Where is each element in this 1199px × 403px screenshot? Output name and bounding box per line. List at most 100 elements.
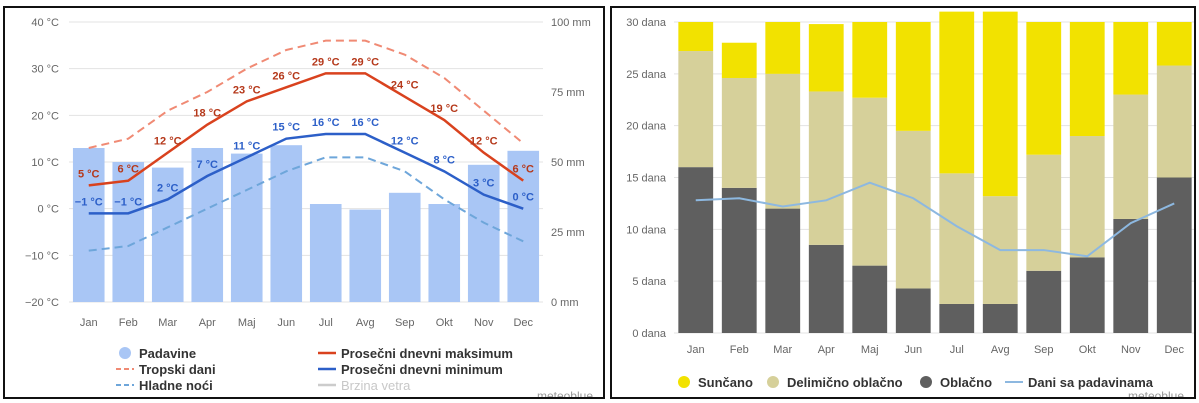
- sunny-bar: [721, 42, 757, 78]
- y-tick-label: 0 dana: [632, 328, 667, 340]
- y-right-tick-label: 0 mm: [551, 297, 579, 309]
- partly-cloudy-bar: [1156, 65, 1192, 178]
- max-temp-data-label: 6 °C: [512, 164, 534, 176]
- y-tick-label: 20 dana: [626, 121, 667, 133]
- max-temp-data-label: 12 °C: [154, 136, 182, 148]
- cloud-cover-chart-panel: 30 dana 25 dana 20 dana 15 dana 10 dana 5 dan…: [610, 6, 1196, 399]
- temperature-precipitation-chart-panel: 40 °C 30 °C 20 °C 10 °C 0 °C −10 °C −20 °C 100 …: [3, 6, 605, 399]
- sunny-bar: [1069, 22, 1105, 137]
- min-temp-data-label: 16 °C: [312, 117, 340, 129]
- max-temp-data-label: 6 °C: [117, 164, 139, 176]
- cold-nights-line: [88, 156, 524, 252]
- legend-sunny-marker: [678, 376, 690, 388]
- sunny-bar: [1026, 22, 1062, 155]
- legend-precip-days-label: Dani sa padavinama: [1028, 375, 1154, 390]
- x-month-label: Okt: [436, 317, 453, 329]
- precipitation-bar: [230, 153, 263, 302]
- max-temp-data-label: 5 °C: [78, 168, 100, 180]
- y-right-tick-label: 25 mm: [551, 227, 585, 239]
- min-temp-data-label: 3 °C: [473, 178, 495, 190]
- x-month-label: Mar: [773, 344, 792, 356]
- x-month-label: Dec: [1164, 344, 1184, 356]
- sunny-bar: [852, 22, 888, 98]
- precipitation-bar: [428, 204, 461, 302]
- x-month-label: Feb: [730, 344, 749, 356]
- precipitation-bar: [191, 148, 224, 302]
- partly-cloudy-bar: [939, 173, 975, 304]
- partly-cloudy-bar: [1026, 154, 1062, 271]
- y-left-tick-label: 20 °C: [31, 110, 59, 122]
- precipitation-days-line: [695, 181, 1175, 258]
- cloudy-bar: [1113, 218, 1149, 333]
- max-temp-data-label: 19 °C: [430, 103, 458, 115]
- temperature-precipitation-chart: 40 °C 30 °C 20 °C 10 °C 0 °C −10 °C −20 °C 100 …: [25, 17, 593, 397]
- y-right-tick-label: 75 mm: [551, 87, 585, 99]
- y-left-tick-label: −10 °C: [25, 250, 59, 262]
- y-left-tick-label: −20 °C: [25, 297, 59, 309]
- max-temp-line: [88, 72, 524, 187]
- x-month-label: Maj: [861, 344, 879, 356]
- max-temp-data-label: 26 °C: [272, 70, 300, 82]
- cloudy-bar: [1069, 257, 1105, 333]
- legend-precip-marker: [119, 347, 131, 359]
- max-temp-data-label: 24 °C: [391, 80, 419, 92]
- y-left-tick-label: 30 °C: [31, 64, 59, 76]
- precipitation-bar: [270, 145, 303, 302]
- x-month-label: Jul: [950, 344, 964, 356]
- cloudy-bar: [678, 167, 714, 333]
- x-month-label: Apr: [818, 344, 835, 356]
- cloudy-bar: [1156, 177, 1192, 333]
- cloudy-bar: [1026, 270, 1062, 333]
- sunny-bar: [808, 24, 844, 92]
- credit-label: meteoblue: [537, 389, 593, 397]
- max-temp-data-label: 29 °C: [351, 56, 379, 68]
- legend-min-label: Prosečni dnevni minimum: [341, 362, 503, 377]
- y-tick-label: 5 dana: [632, 276, 667, 288]
- y-right-tick-label: 100 mm: [551, 17, 591, 29]
- x-month-label: Mar: [158, 317, 177, 329]
- precipitation-bar: [309, 204, 342, 302]
- y-left-tick-label: 40 °C: [31, 17, 59, 29]
- min-temp-data-label: 12 °C: [391, 136, 419, 148]
- cloudy-bar: [765, 208, 801, 333]
- min-temp-line: [88, 132, 524, 215]
- legend-wind-label: Brzina vetra: [341, 378, 411, 393]
- sunny-bar: [895, 22, 931, 131]
- y-tick-label: 25 dana: [626, 69, 667, 81]
- x-month-label: Avg: [356, 317, 375, 329]
- x-month-label: Feb: [119, 317, 138, 329]
- legend-cloudy-marker: [920, 376, 932, 388]
- min-temp-data-label: −1 °C: [114, 196, 142, 208]
- max-temp-data-label: 23 °C: [233, 84, 261, 96]
- cloudy-bar: [852, 265, 888, 333]
- max-temp-data-label: 12 °C: [470, 136, 498, 148]
- cloudy-bar: [808, 244, 844, 333]
- precipitation-bar: [349, 209, 382, 302]
- max-temp-data-label: 29 °C: [312, 56, 340, 68]
- x-month-label: Jan: [687, 344, 705, 356]
- x-month-label: Maj: [238, 317, 256, 329]
- sunny-bar: [765, 22, 801, 74]
- y-right-tick-label: 50 mm: [551, 157, 585, 169]
- partly-cloudy-bar: [721, 77, 757, 188]
- partly-cloudy-bar: [808, 91, 844, 245]
- cloud-cover-chart: 30 dana 25 dana 20 dana 15 dana 10 dana 5 dan…: [626, 11, 1194, 397]
- legend-hot-label: Tropski dani: [139, 362, 216, 377]
- cloudy-bar: [982, 303, 1018, 333]
- y-left-tick-label: 0 °C: [37, 204, 59, 216]
- sunny-bar: [1156, 22, 1192, 66]
- min-temp-data-label: 15 °C: [272, 122, 300, 134]
- partly-cloudy-bar: [1069, 136, 1105, 258]
- legend-partly-marker: [767, 376, 779, 388]
- min-temp-data-label: 8 °C: [433, 154, 455, 166]
- x-month-label: Nov: [474, 317, 494, 329]
- x-month-label: Sep: [395, 317, 415, 329]
- min-temp-data-label: −1 °C: [75, 196, 103, 208]
- y-tick-label: 10 dana: [626, 224, 667, 236]
- x-month-label: Sep: [1034, 344, 1054, 356]
- min-temp-data-label: 11 °C: [233, 140, 260, 152]
- max-temp-data-label: 18 °C: [193, 108, 221, 120]
- precipitation-bar: [507, 150, 540, 302]
- x-month-label: Okt: [1079, 344, 1096, 356]
- x-month-label: Apr: [199, 317, 216, 329]
